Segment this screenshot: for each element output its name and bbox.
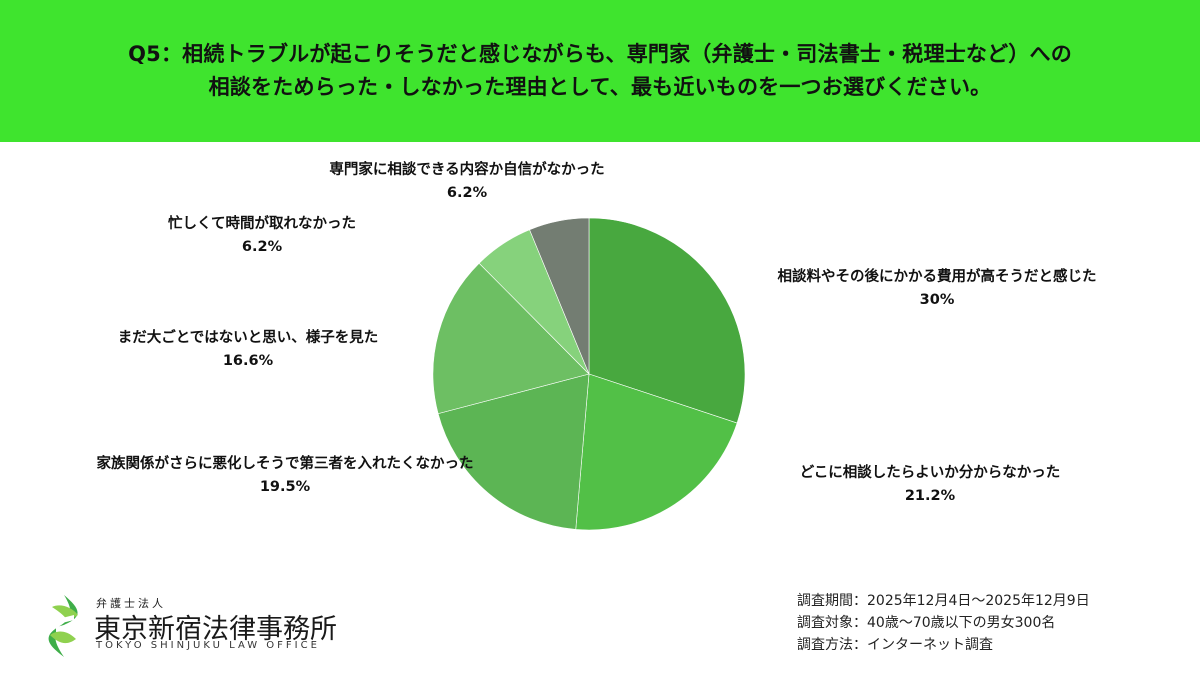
pie-slice xyxy=(575,373,738,531)
survey-period: 調査期間：2025年12月4日～2025年12月9日 xyxy=(797,593,1090,609)
label-value: 21.2% xyxy=(904,488,956,504)
pie-label-family-relations: 家族関係がさらに悪化しそうで第三者を入れたくなかった 19.5% xyxy=(97,453,474,499)
pie-label-not-confident: 専門家に相談できる内容か自信がなかった 6.2% xyxy=(329,159,604,205)
label-text: 専門家に相談できる内容か自信がなかった xyxy=(329,162,605,178)
label-value: 19.5% xyxy=(259,479,311,495)
pie-slices xyxy=(432,217,746,531)
pie-label-wait-and-see: まだ大ごとではないと思い、様子を見た 16.6% xyxy=(118,327,379,373)
question-title-line1: Q5：相続トラブルが起こりそうだと感じながらも、専門家（弁護士・司法書士・税理士… xyxy=(128,42,1072,66)
label-text: 相談料やその後にかかる費用が高そうだと感じた xyxy=(777,269,1097,285)
logo-office-name: 東京新宿法律事務所 xyxy=(94,614,337,645)
pie-slice xyxy=(432,262,590,414)
law-office-logo: 弁護士法人 東京新宿法律事務所 TOKYO SHINJUKU LAW OFFIC… xyxy=(38,593,338,663)
label-value: 6.2% xyxy=(446,185,488,201)
pie-label-where-to-consult: どこに相談したらよいか分からなかった 21.2% xyxy=(800,462,1061,508)
label-text: まだ大ごとではないと思い、様子を見た xyxy=(117,330,379,346)
pie-label-cost: 相談料やその後にかかる費用が高そうだと感じた 30% xyxy=(778,266,1097,312)
label-value: 16.6% xyxy=(222,353,274,369)
pie-label-busy: 忙しくて時間が取れなかった 6.2% xyxy=(168,213,356,259)
question-title-line2: 相談をためらった・しなかった理由として、最も近いものを一つお選びください。 xyxy=(208,75,992,99)
label-text: 家族関係がさらに悪化しそうで第三者を入れたくなかった xyxy=(96,456,474,472)
survey-target: 調査対象：40歳～70歳以下の男女300名 xyxy=(797,615,1056,631)
question-header: Q5：相続トラブルが起こりそうだと感じながらも、専門家（弁護士・司法書士・税理士… xyxy=(0,0,1200,142)
survey-method: 調査方法：インターネット調査 xyxy=(797,637,993,653)
logo-english-name: TOKYO SHINJUKU LAW OFFICE xyxy=(96,640,320,651)
logo-corp-type: 弁護士法人 xyxy=(96,597,166,610)
label-text: どこに相談したらよいか分からなかった xyxy=(799,465,1061,481)
label-value: 30% xyxy=(919,292,955,308)
label-text: 忙しくて時間が取れなかった xyxy=(167,216,357,232)
survey-info: 調査期間：2025年12月4日～2025年12月9日 調査対象：40歳～70歳以… xyxy=(797,590,1090,656)
label-value: 6.2% xyxy=(241,239,283,255)
pie-slice xyxy=(588,217,746,424)
pie-slice xyxy=(529,217,590,375)
pie-slice xyxy=(437,373,590,530)
logo-mark-icon xyxy=(48,595,78,657)
